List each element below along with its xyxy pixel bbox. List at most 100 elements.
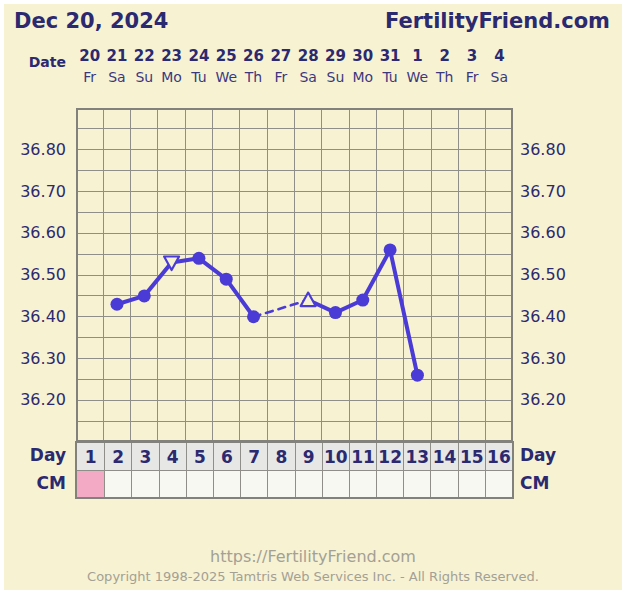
day-cell-8: 8 (267, 443, 294, 470)
cm-cell-menses-day-1 (77, 470, 104, 497)
temp-point-day-7 (247, 310, 260, 323)
cm-cell-day-5 (186, 470, 213, 497)
temp-point-day-2 (110, 298, 123, 311)
weekday-tick: Tu (185, 69, 212, 87)
date-tick: 27 (267, 47, 294, 65)
date-tick: 24 (185, 47, 212, 65)
day-cell-11: 11 (349, 443, 376, 470)
day-row-label-right: Day (520, 445, 610, 465)
weekday-tick: Tu (376, 69, 403, 87)
day-cell-3: 3 (131, 443, 158, 470)
cm-cell-day-3 (131, 470, 158, 497)
weekday-tick: Sa (486, 69, 513, 87)
weekday-tick: We (213, 69, 240, 87)
temp-point-triangle-up-day-9 (301, 293, 316, 307)
day-cell-9: 9 (295, 443, 322, 470)
day-cell-4: 4 (159, 443, 186, 470)
weekday-tick: Su (322, 69, 349, 87)
weekday-tick: Th (431, 69, 458, 87)
day-cm-table: 12345678910111213141516 (75, 441, 514, 499)
footer-copyright: Copyright 1998-2025 Tamtris Web Services… (0, 569, 626, 584)
date-tick: 1 (404, 47, 431, 65)
brand-link[interactable]: FertilityFriend.com (385, 9, 610, 33)
y-tick-label-right: 36.20 (520, 389, 610, 411)
temp-line-segment-dashed (254, 300, 309, 317)
day-cell-16: 16 (485, 443, 512, 470)
date-axis-label: Date (0, 54, 66, 70)
y-tick-label-right: 36.70 (520, 181, 610, 203)
cm-cell-day-14 (430, 470, 457, 497)
date-tick: 4 (486, 47, 513, 65)
temp-point-day-13 (411, 369, 424, 382)
cm-cell-day-7 (240, 470, 267, 497)
weekday-tick: Sa (295, 69, 322, 87)
cm-row-label-left: CM (0, 473, 66, 493)
date-tick: 3 (458, 47, 485, 65)
weekday-tick: Fr (267, 69, 294, 87)
date-tick: 29 (322, 47, 349, 65)
weekday-tick: We (404, 69, 431, 87)
chart-page: Dec 20, 2024 FertilityFriend.com Date 20… (0, 0, 626, 600)
day-cell-7: 7 (240, 443, 267, 470)
y-tick-label-right: 36.40 (520, 306, 610, 328)
day-cell-13: 13 (403, 443, 430, 470)
weekday-tick: Su (131, 69, 158, 87)
cm-cell-day-13 (403, 470, 430, 497)
chart-date-title: Dec 20, 2024 (14, 9, 168, 33)
cm-cell-day-9 (295, 470, 322, 497)
y-tick-label-right: 36.30 (520, 348, 610, 370)
date-tick: 28 (295, 47, 322, 65)
y-tick-label-right: 36.80 (520, 139, 610, 161)
date-tick: 23 (158, 47, 185, 65)
day-cell-14: 14 (430, 443, 457, 470)
date-tick: 22 (131, 47, 158, 65)
temp-point-day-5 (192, 252, 205, 265)
cm-cell-day-11 (349, 470, 376, 497)
y-tick-label-left: 36.50 (0, 264, 66, 286)
y-tick-label-left: 36.30 (0, 348, 66, 370)
y-tick-label-left: 36.80 (0, 139, 66, 161)
cm-cell-day-15 (458, 470, 485, 497)
weekday-tick: Mo (349, 69, 376, 87)
y-tick-label-right: 36.60 (520, 222, 610, 244)
temperature-chart-svg (76, 108, 513, 442)
temp-point-day-12 (384, 243, 397, 256)
date-tick: 2 (431, 47, 458, 65)
y-tick-label-left: 36.60 (0, 222, 66, 244)
y-tick-label-left: 36.40 (0, 306, 66, 328)
weekday-tick: Sa (103, 69, 130, 87)
day-cell-2: 2 (104, 443, 131, 470)
footer-url-link[interactable]: https://FertilityFriend.com (0, 547, 626, 566)
cm-cell-day-12 (376, 470, 403, 497)
day-cell-10: 10 (322, 443, 349, 470)
date-tick: 21 (103, 47, 130, 65)
cm-row-label-right: CM (520, 473, 610, 493)
weekday-tick: Fr (76, 69, 103, 87)
date-tick: 31 (376, 47, 403, 65)
temp-point-day-3 (138, 289, 151, 302)
temp-point-day-10 (329, 306, 342, 319)
weekday-tick: Th (240, 69, 267, 87)
date-tick: 30 (349, 47, 376, 65)
cm-cell-day-2 (104, 470, 131, 497)
temp-point-day-6 (220, 273, 233, 286)
cm-cell-day-8 (267, 470, 294, 497)
weekday-tick: Fr (458, 69, 485, 87)
day-row-label-left: Day (0, 445, 66, 465)
day-cell-6: 6 (213, 443, 240, 470)
cm-cell-day-10 (322, 470, 349, 497)
day-cell-12: 12 (376, 443, 403, 470)
cm-cell-day-6 (213, 470, 240, 497)
y-tick-label-right: 36.50 (520, 264, 610, 286)
weekday-tick: Mo (158, 69, 185, 87)
y-tick-label-left: 36.70 (0, 181, 66, 203)
day-cell-1: 1 (77, 443, 104, 470)
y-tick-label-left: 36.20 (0, 389, 66, 411)
date-tick: 20 (76, 47, 103, 65)
date-tick: 26 (240, 47, 267, 65)
date-tick: 25 (213, 47, 240, 65)
temp-point-day-11 (356, 294, 369, 307)
day-cell-5: 5 (186, 443, 213, 470)
day-cell-15: 15 (458, 443, 485, 470)
cm-cell-day-16 (485, 470, 512, 497)
